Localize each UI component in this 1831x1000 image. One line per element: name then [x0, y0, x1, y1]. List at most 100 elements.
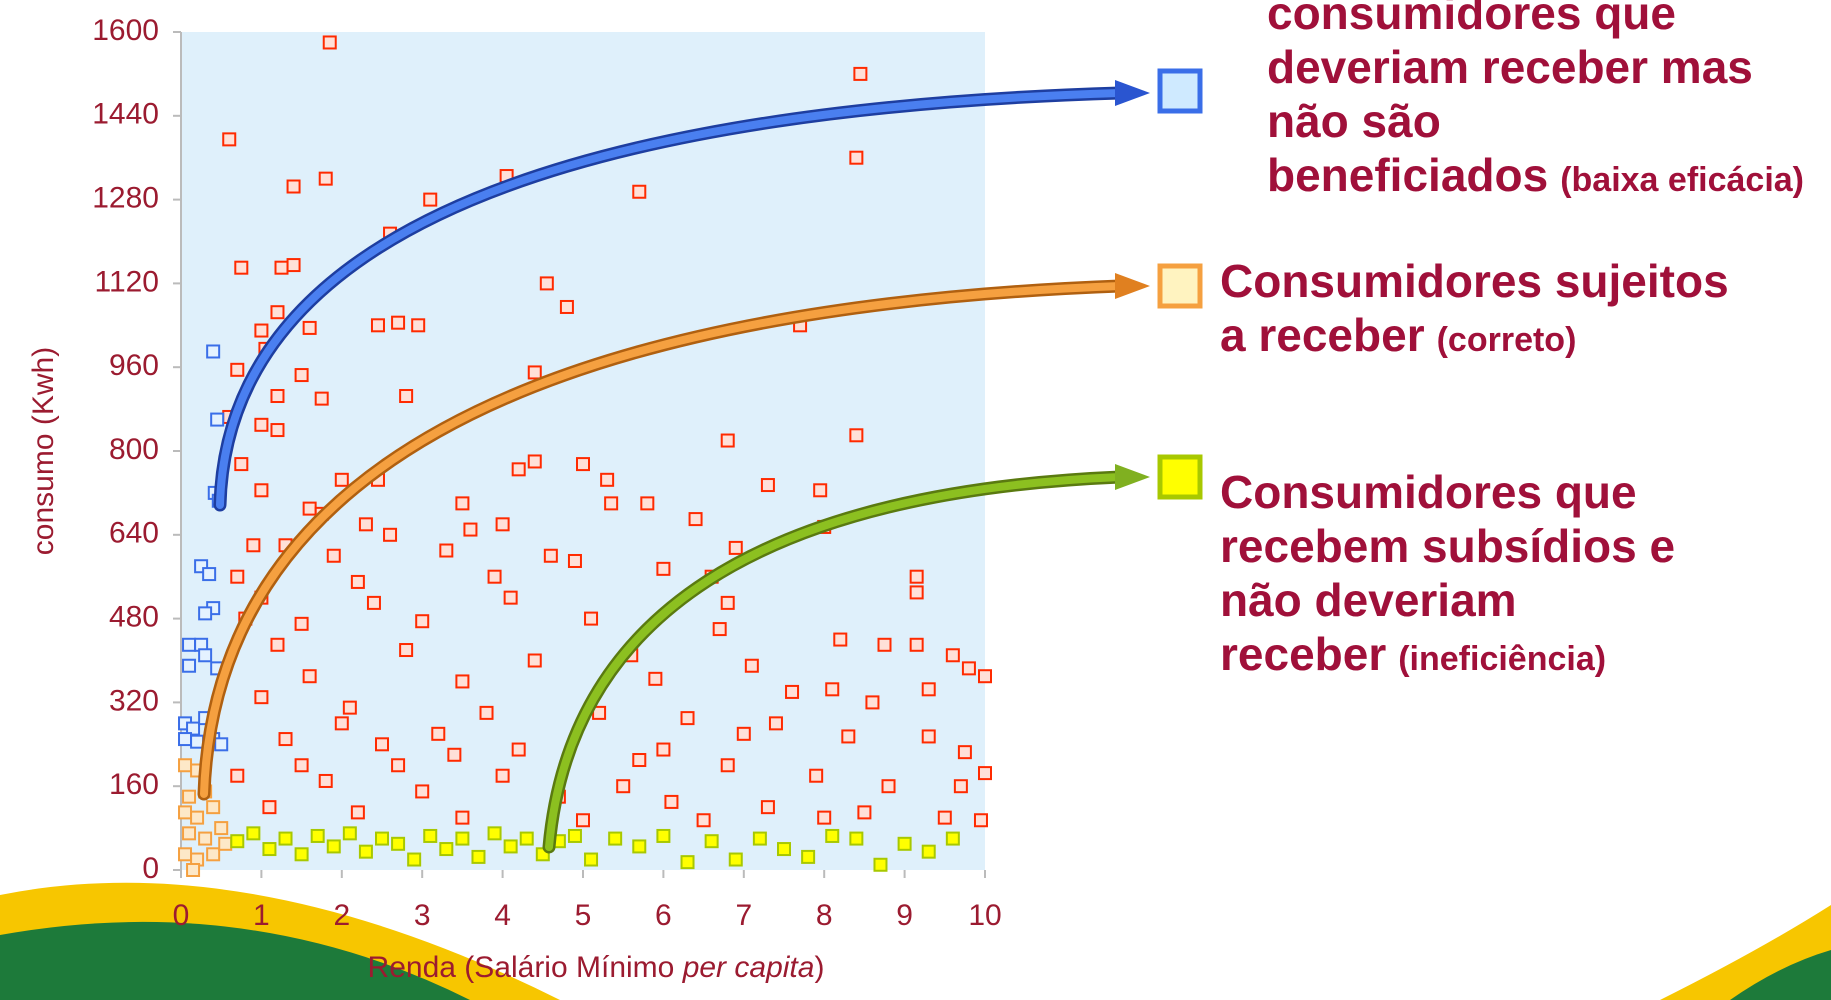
- point: [278, 831, 293, 846]
- annotation-text: não são beneficiados: [1267, 95, 1549, 201]
- point: [921, 729, 936, 744]
- annotation: consumidores que deveriam receber mas não …: [1267, 0, 1827, 207]
- point: [423, 192, 438, 207]
- point: [559, 299, 574, 314]
- point: [206, 847, 221, 862]
- arrow-orange: [200, 282, 1124, 798]
- point: [294, 847, 309, 862]
- annotation-line: Consumidores que: [1220, 465, 1780, 519]
- point: [604, 496, 619, 511]
- point: [487, 826, 502, 841]
- point: [833, 632, 848, 647]
- point: [186, 863, 201, 877]
- point: [262, 842, 277, 857]
- point: [230, 768, 245, 783]
- point: [182, 658, 197, 673]
- point: [511, 742, 526, 757]
- point: [584, 852, 599, 867]
- annotation-note: (baixa eficácia): [1560, 161, 1804, 199]
- legend-square: [1157, 263, 1203, 309]
- point: [632, 184, 647, 199]
- legend-square: [1157, 68, 1203, 114]
- point: [375, 831, 389, 846]
- point: [439, 842, 454, 857]
- x-tick-label: 6: [655, 899, 672, 932]
- x-tick-label: 3: [414, 899, 431, 932]
- point: [411, 318, 426, 333]
- point: [206, 800, 221, 815]
- point: [375, 737, 389, 752]
- point: [190, 810, 205, 825]
- point: [407, 852, 422, 867]
- point: [278, 732, 293, 747]
- point: [853, 66, 868, 81]
- point: [527, 365, 542, 380]
- point: [704, 834, 719, 849]
- point: [978, 669, 992, 684]
- annotation-text: recebem subsídios e: [1220, 520, 1676, 572]
- point: [391, 758, 406, 773]
- point: [777, 842, 791, 857]
- point: [350, 805, 365, 820]
- point: [206, 344, 221, 359]
- point: [334, 716, 349, 731]
- point: [318, 171, 333, 186]
- point: [182, 826, 197, 841]
- point: [945, 648, 960, 663]
- point: [953, 779, 968, 794]
- point: [825, 828, 840, 843]
- x-axis-label-part: per capita: [682, 951, 815, 984]
- point: [921, 682, 936, 697]
- point: [720, 758, 735, 773]
- point: [214, 821, 229, 836]
- annotation-text: Consumidores sujeitos: [1220, 255, 1729, 307]
- point: [302, 320, 317, 335]
- point: [178, 758, 193, 773]
- point: [178, 805, 193, 820]
- annotation-text: Consumidores que: [1220, 466, 1637, 518]
- point: [945, 831, 960, 846]
- x-tick-label: 0: [173, 899, 190, 932]
- point: [503, 839, 518, 854]
- point: [656, 828, 671, 843]
- point: [370, 318, 385, 333]
- point: [539, 276, 554, 291]
- y-tick-label: 480: [109, 601, 159, 634]
- point: [270, 389, 285, 404]
- point: [471, 849, 486, 864]
- arrow-blue: [216, 89, 1124, 509]
- y-tick-label: 0: [142, 852, 159, 885]
- point: [640, 496, 655, 511]
- point: [455, 496, 470, 511]
- x-tick-label: 4: [494, 899, 511, 932]
- annotation-text: não deveriam receber: [1220, 574, 1517, 680]
- point: [218, 836, 233, 851]
- point: [479, 705, 494, 720]
- annotation-line: recebem subsídios e: [1220, 519, 1780, 573]
- point: [182, 637, 197, 652]
- point: [358, 844, 373, 859]
- point: [656, 561, 671, 576]
- point: [961, 661, 976, 676]
- point: [648, 671, 663, 686]
- point: [294, 368, 309, 383]
- point: [957, 745, 972, 760]
- point: [909, 569, 924, 584]
- x-axis-label: Renda (Salário Mínimo per capita): [368, 951, 825, 984]
- x-tick-label: 9: [896, 899, 913, 932]
- y-tick-label: 640: [109, 517, 159, 550]
- point: [415, 784, 430, 799]
- point: [302, 501, 317, 516]
- point: [576, 457, 590, 472]
- point: [358, 517, 373, 532]
- point: [865, 695, 880, 710]
- point: [210, 412, 225, 427]
- point: [270, 423, 285, 438]
- point: [849, 831, 864, 846]
- point: [785, 684, 800, 699]
- point: [302, 669, 317, 684]
- x-tick-label: 2: [333, 899, 350, 932]
- point: [881, 779, 896, 794]
- point: [214, 737, 229, 752]
